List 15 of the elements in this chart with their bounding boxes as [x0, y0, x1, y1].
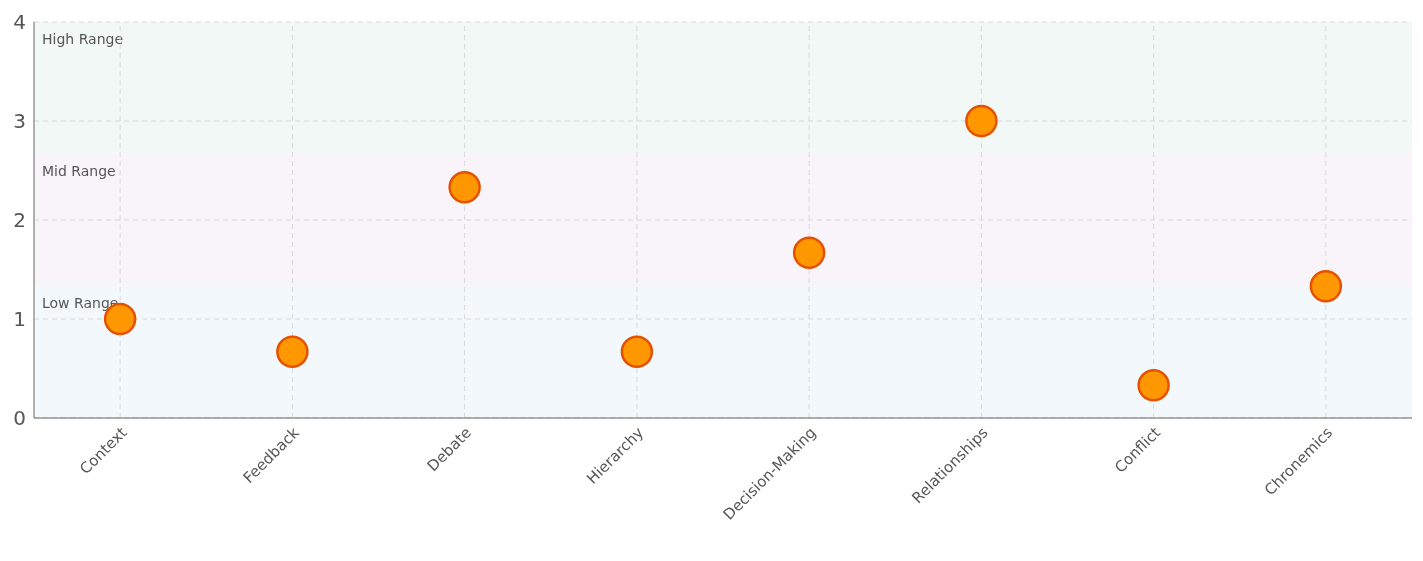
point: [965, 104, 998, 138]
band-label: Mid Range: [42, 162, 116, 179]
point: [448, 171, 481, 204]
y-tick-label: 1: [13, 307, 26, 332]
band-label: Low Range: [42, 295, 119, 312]
point: [1137, 369, 1170, 402]
point: [792, 236, 826, 269]
y-tick-label: 2: [13, 208, 26, 233]
y-tick-label: 4: [13, 10, 26, 35]
point: [1309, 270, 1343, 303]
point: [276, 335, 309, 368]
point: [620, 335, 654, 368]
band-label: High Range: [42, 31, 123, 47]
y-tick-label: 0: [13, 406, 26, 431]
y-tick-label: 3: [13, 109, 26, 134]
